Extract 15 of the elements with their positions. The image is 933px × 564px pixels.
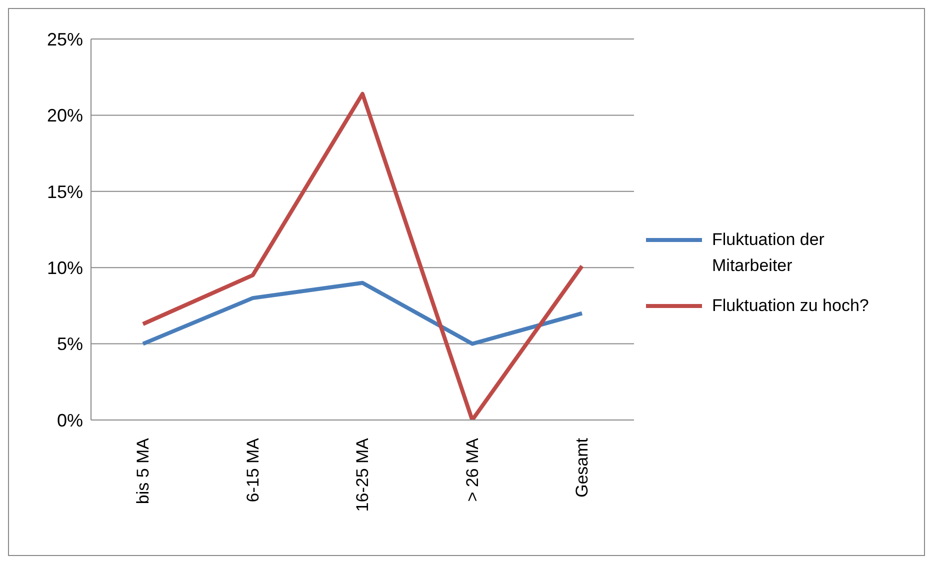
y-tick-label: 25% (46, 29, 83, 50)
legend-label: Fluktuation zu hoch? (712, 295, 870, 317)
y-tick-label: 20% (46, 106, 83, 126)
x-tick-label: Gesamt (572, 438, 592, 498)
x-tick-label: > 26 MA (462, 437, 482, 502)
y-tick-label: 10% (46, 258, 83, 278)
y-tick-label: 5% (56, 334, 83, 354)
legend-label: Fluktuation der Mitarbeiter (712, 229, 826, 277)
y-tick-label: 15% (46, 182, 83, 202)
x-tick-label: 6-15 MA (243, 437, 262, 502)
x-tick-label: bis 5 MA (134, 437, 152, 504)
line-series (141, 92, 584, 420)
line-series (141, 280, 584, 346)
x-tick-label: 16-25 MA (353, 437, 372, 512)
y-tick-label: 0% (56, 410, 83, 430)
